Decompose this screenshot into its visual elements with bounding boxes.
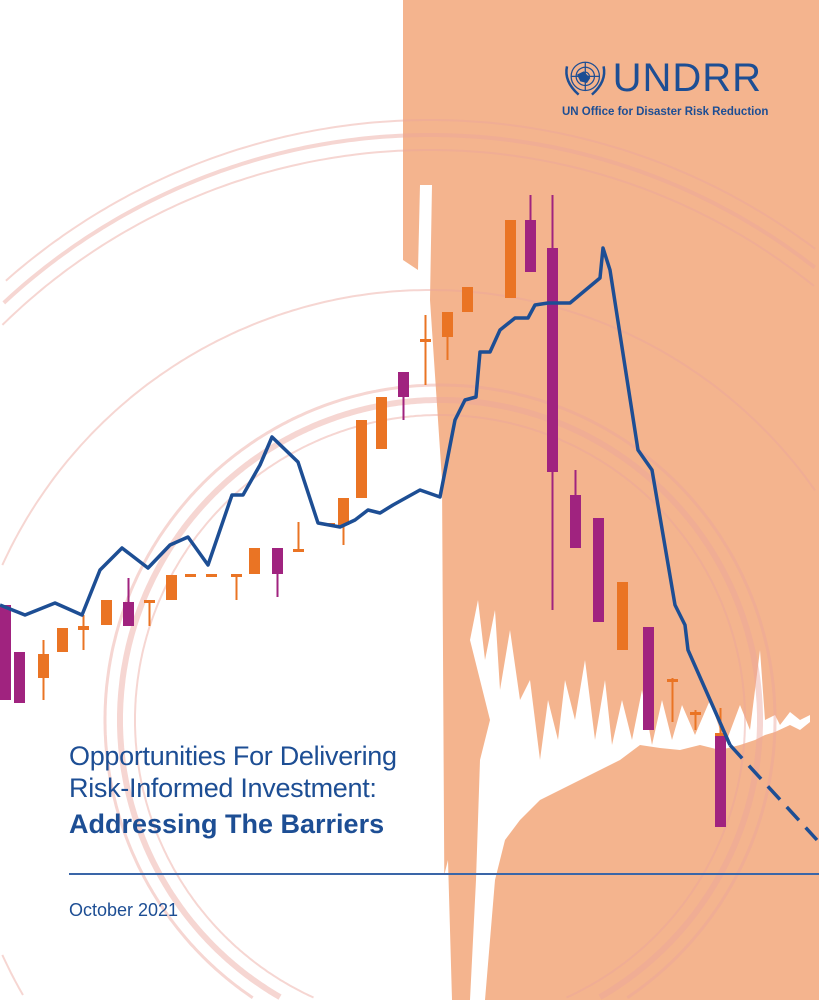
candle-body	[525, 220, 536, 272]
logo-wordmark: UNDRR	[612, 56, 762, 100]
title-subtitle: Addressing The Barriers	[69, 809, 385, 839]
candle-body	[420, 339, 431, 342]
ring-arc	[626, 720, 777, 999]
candle-body	[547, 248, 558, 472]
candle-body	[185, 574, 196, 577]
trend-line	[0, 246, 732, 746]
ring-arc	[566, 720, 746, 999]
trend-line-projection	[728, 743, 819, 842]
candle-body	[101, 600, 112, 625]
candle-body	[0, 605, 11, 700]
candle-body	[123, 602, 134, 626]
candle-body	[505, 220, 516, 298]
candle-body	[57, 628, 68, 652]
divider	[69, 873, 819, 875]
candle-body	[690, 712, 701, 715]
ring-arc	[1, 954, 24, 996]
candle-body	[78, 626, 89, 630]
candle-body	[272, 548, 283, 574]
candle-body	[376, 397, 387, 449]
ring-arc	[1, 149, 815, 326]
white-noise-shape	[403, 0, 810, 1000]
title-line-1: Opportunities For Delivering	[69, 741, 397, 771]
ring-arc	[1, 289, 816, 566]
report-title: Opportunities For Delivering Risk-Inform…	[69, 740, 397, 840]
candle-body	[38, 654, 49, 678]
title-line-2: Risk-Informed Investment:	[69, 773, 377, 803]
ring-arc	[598, 720, 763, 1000]
candle-body	[715, 733, 726, 736]
candle-body	[715, 736, 726, 827]
ring-arc	[134, 414, 746, 999]
candle-body	[206, 574, 217, 577]
candle-body	[398, 372, 409, 397]
candle-body	[231, 574, 242, 577]
candle-body	[462, 287, 473, 312]
candle-body	[166, 575, 177, 600]
undrr-logo: UNDRR UN Office for Disaster Risk Reduct…	[562, 52, 769, 118]
candlestick-series	[0, 195, 726, 827]
logo-subtitle: UN Office for Disaster Risk Reduction	[562, 106, 769, 118]
candle-body	[593, 518, 604, 622]
candle-body	[249, 548, 260, 574]
peach-panel	[403, 0, 819, 1000]
candle-body	[338, 498, 349, 525]
ring-arc	[2, 133, 817, 305]
publication-date: October 2021	[69, 900, 179, 920]
un-emblem-icon	[565, 61, 606, 96]
candle-body	[667, 679, 678, 682]
candle-body	[442, 312, 453, 337]
candle-body	[570, 495, 581, 548]
candle-body	[643, 627, 654, 730]
ring-arc	[103, 383, 777, 999]
candle-body	[617, 582, 628, 650]
candle-body	[144, 600, 155, 603]
candle-body	[356, 420, 367, 498]
candle-body	[293, 549, 304, 552]
candle-body	[14, 652, 25, 703]
ring-arc	[5, 119, 816, 282]
